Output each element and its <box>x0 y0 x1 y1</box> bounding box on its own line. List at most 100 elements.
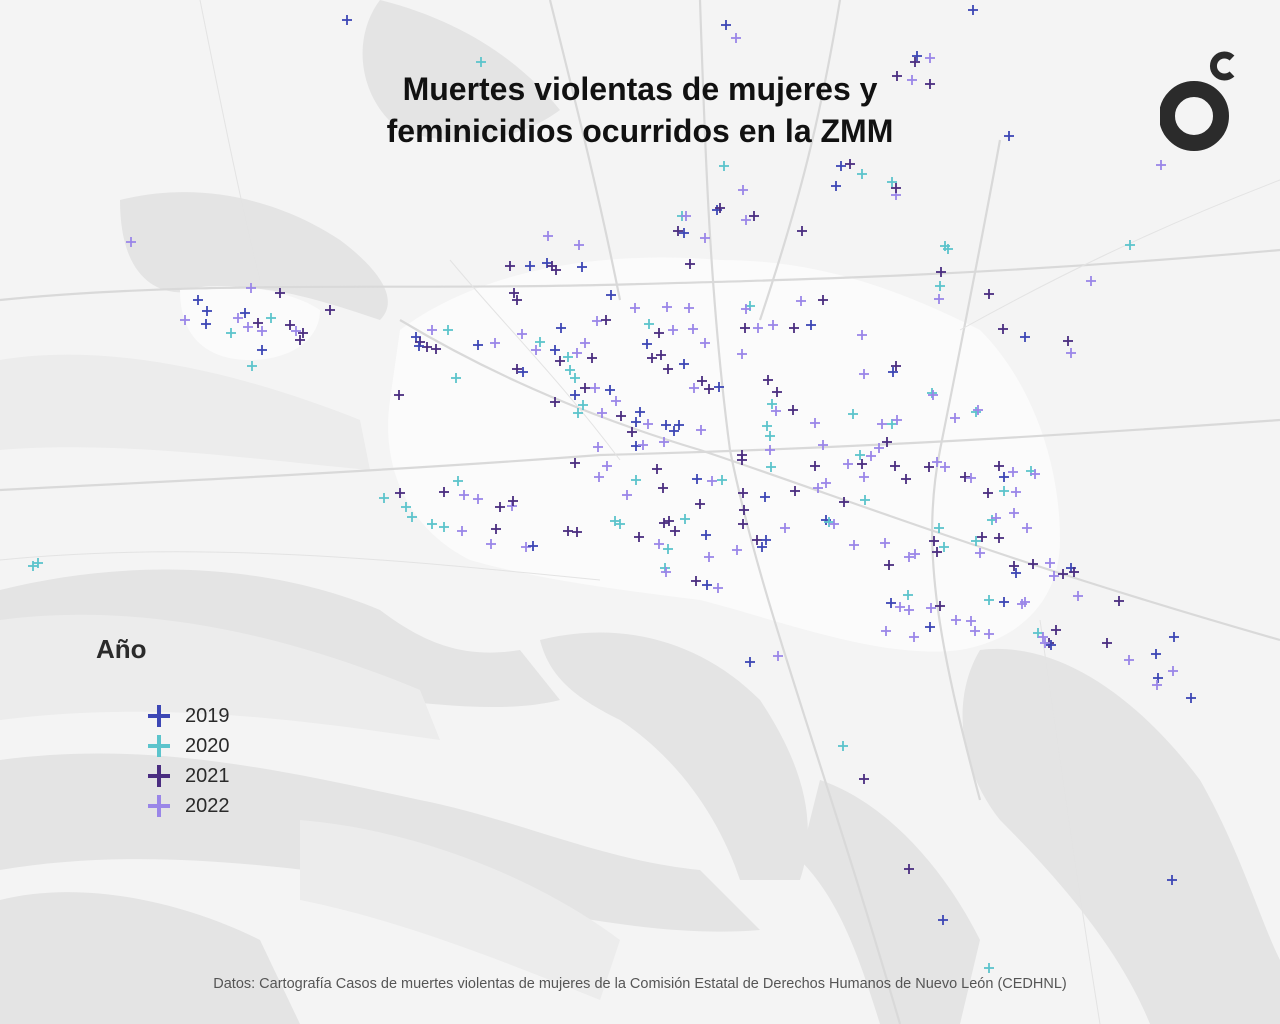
incident-marker-2021 <box>892 71 902 81</box>
incident-marker-2022 <box>622 490 632 500</box>
incident-marker-2019 <box>257 345 267 355</box>
incident-marker-2022 <box>796 296 806 306</box>
incident-marker-2021 <box>1063 336 1073 346</box>
incident-marker-2020 <box>971 536 981 546</box>
incident-marker-2021 <box>788 405 798 415</box>
incident-marker-2021 <box>550 397 560 407</box>
incident-marker-2022 <box>966 473 976 483</box>
legend-item-2019: 2019 <box>96 701 230 731</box>
incident-marker-2021 <box>749 211 759 221</box>
incident-marker-2022 <box>427 325 437 335</box>
incident-marker-2021 <box>285 320 295 330</box>
incident-marker-2022 <box>771 406 781 416</box>
incident-marker-2020 <box>767 399 777 409</box>
incident-marker-2022 <box>753 323 763 333</box>
legend-item-2020: 2020 <box>96 731 230 761</box>
incident-marker-2022 <box>661 567 671 577</box>
incident-marker-2020 <box>887 177 897 187</box>
incident-marker-2022 <box>1156 160 1166 170</box>
incident-marker-2020 <box>848 409 858 419</box>
incident-marker-2022 <box>904 552 914 562</box>
incident-marker-2020 <box>535 337 545 347</box>
incident-marker-2021 <box>929 536 939 546</box>
incident-marker-2021 <box>715 203 725 213</box>
incident-marker-2021 <box>509 288 519 298</box>
incident-marker-2020 <box>578 400 588 410</box>
incident-marker-2021 <box>925 79 935 89</box>
incident-marker-2022 <box>1168 666 1178 676</box>
incident-marker-2022 <box>574 240 584 250</box>
incident-marker-2020 <box>631 475 641 485</box>
incident-marker-2022 <box>849 540 859 550</box>
incident-marker-2022 <box>1022 523 1032 533</box>
incident-marker-2021 <box>882 437 892 447</box>
incident-marker-2020 <box>766 462 776 472</box>
incident-marker-2021 <box>738 519 748 529</box>
legend: Año 2019 2020 2021 2022 <box>96 634 230 821</box>
incident-marker-2022 <box>910 549 920 559</box>
legend-label: 2021 <box>185 765 230 787</box>
incident-marker-2019 <box>714 382 724 392</box>
incident-marker-2021 <box>253 318 263 328</box>
incident-marker-2022 <box>643 419 653 429</box>
incident-marker-2022 <box>741 215 751 225</box>
incident-marker-2021 <box>695 499 705 509</box>
incident-marker-2019 <box>202 306 212 316</box>
incident-marker-2019 <box>836 161 846 171</box>
map-relief-light <box>0 354 620 1000</box>
incident-marker-2019 <box>518 367 528 377</box>
incident-marker-2020 <box>927 388 937 398</box>
source-note: Datos: Cartografía Casos de muertes viol… <box>213 976 1067 992</box>
incident-marker-2022 <box>659 437 669 447</box>
incident-marker-2021 <box>936 267 946 277</box>
incident-marker-2022 <box>611 396 621 406</box>
incident-marker-2022 <box>950 413 960 423</box>
incident-marker-2019 <box>631 441 641 451</box>
incident-marker-2021 <box>810 461 820 471</box>
incident-marker-2022 <box>602 461 612 471</box>
incident-marker-2021 <box>422 342 432 352</box>
incident-marker-2019 <box>692 474 702 484</box>
incident-marker-2022 <box>1049 571 1059 581</box>
incident-marker-2019 <box>605 385 615 395</box>
incident-marker-2021 <box>654 328 664 338</box>
incident-marker-2021 <box>325 305 335 315</box>
incident-marker-2021 <box>685 259 695 269</box>
incident-marker-2019 <box>1011 568 1021 578</box>
incident-marker-2020 <box>615 519 625 529</box>
incident-marker-2019 <box>757 542 767 552</box>
incident-marker-2019 <box>240 308 250 318</box>
incident-marker-2022 <box>580 338 590 348</box>
incident-marker-2021 <box>580 383 590 393</box>
incident-marker-2022 <box>773 651 783 661</box>
incident-marker-2022 <box>934 294 944 304</box>
incident-marker-2022 <box>895 602 905 612</box>
incident-marker-2021 <box>1028 559 1038 569</box>
incident-marker-2022 <box>1038 632 1048 642</box>
incident-marker-2020 <box>857 169 867 179</box>
incident-marker-2020 <box>943 244 953 254</box>
incident-marker-2019 <box>760 492 770 502</box>
title-line-2: feminicidios ocurridos en la ZMM <box>386 113 894 149</box>
incident-marker-2022 <box>638 440 648 450</box>
incident-marker-2021 <box>857 459 867 469</box>
incident-marker-2021 <box>845 159 855 169</box>
incident-marker-2021 <box>563 526 573 536</box>
incident-marker-2022 <box>486 539 496 549</box>
incident-marker-2022 <box>881 626 891 636</box>
incident-marker-2022 <box>765 445 775 455</box>
incident-marker-2022 <box>689 383 699 393</box>
incident-marker-2022 <box>707 476 717 486</box>
incident-marker-2022 <box>818 440 828 450</box>
incident-marker-2022 <box>829 519 839 529</box>
incident-marker-2021 <box>394 390 404 400</box>
incident-marker-2021 <box>691 576 701 586</box>
incident-marker-2021 <box>797 226 807 236</box>
incident-marker-2022 <box>459 490 469 500</box>
incident-marker-2022 <box>1020 597 1030 607</box>
incident-marker-2021 <box>570 458 580 468</box>
incident-marker-2021 <box>616 411 626 421</box>
incident-marker-2022 <box>594 472 604 482</box>
incident-marker-2021 <box>587 353 597 363</box>
